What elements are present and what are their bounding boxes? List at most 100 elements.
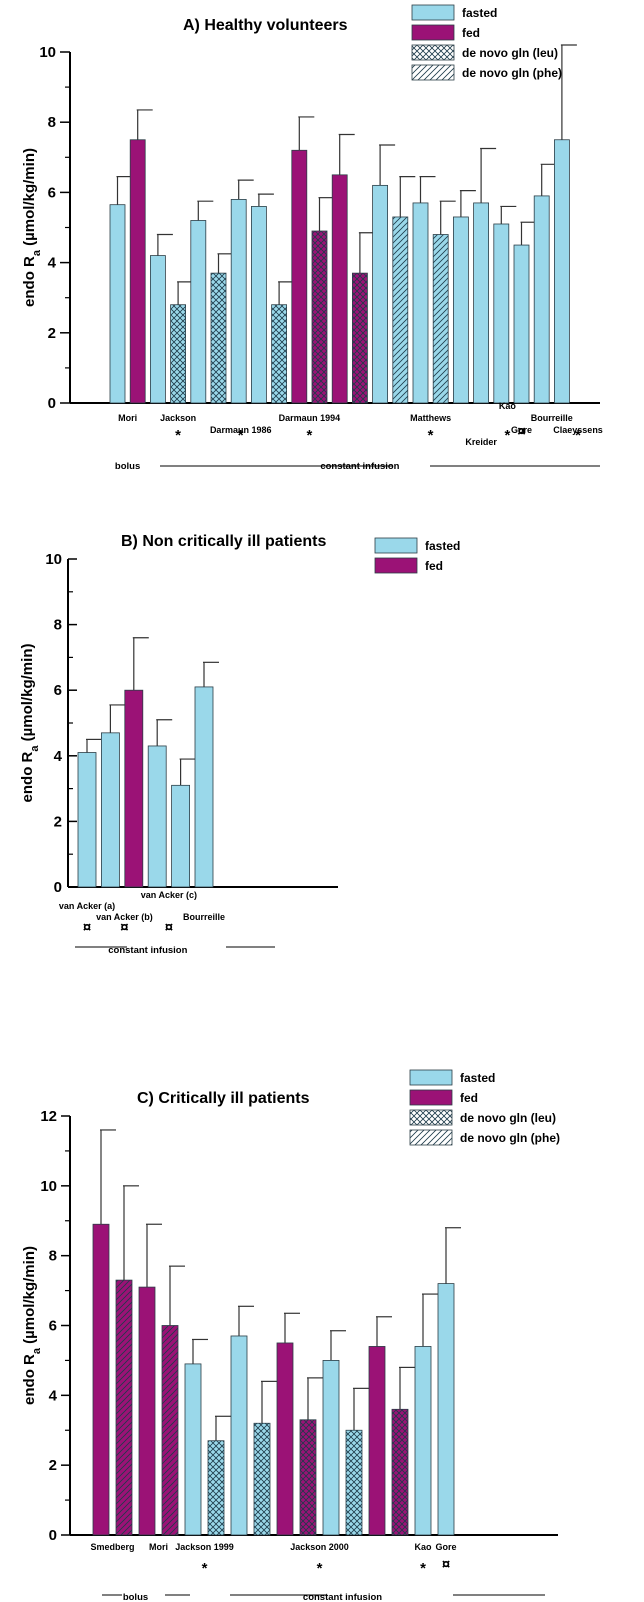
legend-label: fed — [462, 26, 480, 40]
y-tick-label: 10 — [40, 1178, 57, 1195]
legend-label: de novo gln (leu) — [460, 1111, 556, 1125]
y-tick-label: 12 — [40, 1108, 57, 1125]
y-tick-label: 10 — [39, 44, 56, 61]
bar-fasted — [452, 216, 469, 404]
y-tick-label: 0 — [48, 395, 56, 412]
asterisk-mark: * — [504, 427, 510, 444]
bar-hatch-leu — [170, 304, 186, 403]
legend-swatch — [409, 1109, 453, 1126]
y-tick-label: 2 — [48, 325, 56, 342]
legend-swatch — [409, 1089, 453, 1106]
category-label: Darmaun 1994 — [279, 413, 341, 423]
bar-hatch-leu — [208, 1440, 224, 1535]
bar-fasted — [322, 1360, 340, 1536]
currency-mark: ¤ — [120, 919, 128, 936]
y-tick-label: 6 — [49, 1318, 57, 1335]
y-tick-label: 2 — [54, 813, 62, 830]
y-tick-label: 8 — [48, 114, 56, 131]
y-tick-label: 8 — [54, 617, 62, 634]
y-tick-label: 6 — [48, 184, 56, 201]
legend-swatch — [411, 44, 455, 61]
legend-label: fed — [425, 559, 443, 573]
legend-label: fasted — [460, 1071, 495, 1085]
category-label: Jackson 1999 — [175, 1542, 234, 1552]
bar-hatch-phe — [116, 1280, 132, 1535]
bar-hatch-phe — [433, 234, 449, 403]
y-tick-label: 6 — [54, 682, 62, 699]
bar-fasted — [493, 223, 510, 404]
bar-fasted — [101, 732, 120, 888]
legend-label: de novo gln (leu) — [462, 46, 558, 60]
protocol-note: constant infusion — [303, 1592, 382, 1602]
legend-label: fasted — [462, 6, 497, 20]
bar-fasted — [372, 184, 389, 404]
bar-fasted — [473, 202, 490, 404]
bar-hatch-leu — [271, 304, 287, 403]
bar-hatch-leu — [312, 231, 327, 403]
bar-hatch-leu — [346, 1430, 362, 1535]
category-label: van Acker (c) — [141, 890, 197, 900]
chart-panel-healthy-volunteers: A) Healthy volunteers endo Ra (µmol/kg/mi… — [21, 4, 603, 472]
category-label: Mori — [149, 1542, 168, 1552]
bar-fasted — [149, 255, 166, 404]
y-tick-label: 4 — [49, 1387, 58, 1404]
y-axis-label: endo Ra (µmol/kg/min) — [21, 1246, 43, 1405]
bar-fasted — [513, 244, 530, 404]
y-axis-label: endo Ra (µmol/kg/min) — [21, 148, 43, 307]
legend-swatch — [411, 64, 455, 81]
y-axis-label: endo Ra (µmol/kg/min) — [19, 644, 41, 803]
bar-fasted — [109, 204, 126, 404]
legend-swatch — [411, 4, 455, 21]
bar-fasted — [533, 195, 550, 404]
bar-hatch-leu — [254, 1423, 270, 1535]
category-label: Matthews — [410, 413, 451, 423]
asterisk-mark: * — [306, 427, 312, 444]
bar-fasted — [171, 784, 191, 888]
bar-hatch-phe — [392, 216, 408, 403]
legend-label: fed — [460, 1091, 478, 1105]
category-label: van Acker (a) — [59, 901, 115, 911]
legend-swatch — [411, 24, 455, 41]
bar-fasted — [414, 1346, 432, 1536]
bar-hatch-phe — [162, 1325, 178, 1535]
bar-hatch-leu — [352, 273, 368, 403]
category-label: Mori — [118, 413, 137, 423]
bar-hatch-leu — [392, 1409, 408, 1535]
y-tick-label: 10 — [45, 551, 62, 568]
asterisk-mark: * — [428, 427, 434, 444]
category-label: Kreider — [465, 437, 497, 447]
bar-fed — [331, 174, 348, 404]
bar-fasted — [194, 686, 214, 888]
category-label: Darmaun 1986 — [210, 425, 272, 435]
bar-fasted — [190, 220, 207, 404]
legend-swatch — [409, 1069, 453, 1086]
bar-fed — [291, 149, 308, 404]
legend-swatch — [374, 537, 418, 554]
bar-fed — [138, 1286, 156, 1536]
protocol-note: bolus — [115, 461, 140, 472]
y-tick-label: 8 — [49, 1248, 57, 1265]
chart-title: B) Non critically ill patients — [121, 533, 326, 550]
legend-label: de novo gln (phe) — [462, 66, 562, 80]
category-label: Smedberg — [90, 1542, 134, 1552]
bar-fed — [92, 1223, 110, 1536]
y-tick-label: 4 — [54, 748, 63, 765]
category-label: Jackson 2000 — [290, 1542, 349, 1552]
category-label: Kao — [414, 1542, 432, 1552]
bar-fasted — [554, 139, 570, 404]
bar-fasted — [230, 1335, 248, 1536]
chart-title: C) Critically ill patients — [137, 1090, 310, 1107]
y-tick-label: 2 — [49, 1457, 57, 1474]
bar-fed — [124, 689, 144, 888]
legend-swatch — [374, 557, 418, 574]
protocol-note: constant infusion — [108, 945, 187, 956]
category-label: Bourreille — [531, 413, 573, 423]
y-tick-label: 0 — [49, 1527, 57, 1544]
y-tick-label: 0 — [54, 879, 62, 896]
asterisk-mark: * — [575, 427, 581, 444]
bar-hatch-leu — [211, 273, 226, 403]
asterisk-mark: * — [202, 1560, 208, 1577]
chart-panel-critically-ill: C) Critically ill patients endo Ra (µmol/… — [21, 1069, 560, 1602]
category-label: Gore — [435, 1542, 456, 1552]
